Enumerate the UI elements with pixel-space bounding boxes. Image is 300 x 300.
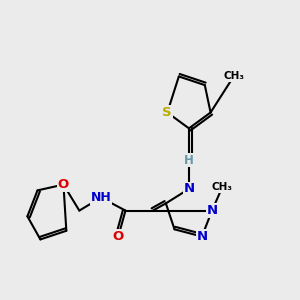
- Text: H: H: [184, 154, 194, 166]
- Text: NH: NH: [91, 191, 111, 204]
- Text: N: N: [183, 182, 194, 195]
- Text: S: S: [163, 106, 172, 119]
- Text: N: N: [206, 204, 218, 217]
- Text: O: O: [58, 178, 69, 191]
- Text: N: N: [196, 230, 208, 243]
- Text: CH₃: CH₃: [212, 182, 233, 193]
- Text: CH₃: CH₃: [223, 71, 244, 81]
- Text: O: O: [112, 230, 124, 243]
